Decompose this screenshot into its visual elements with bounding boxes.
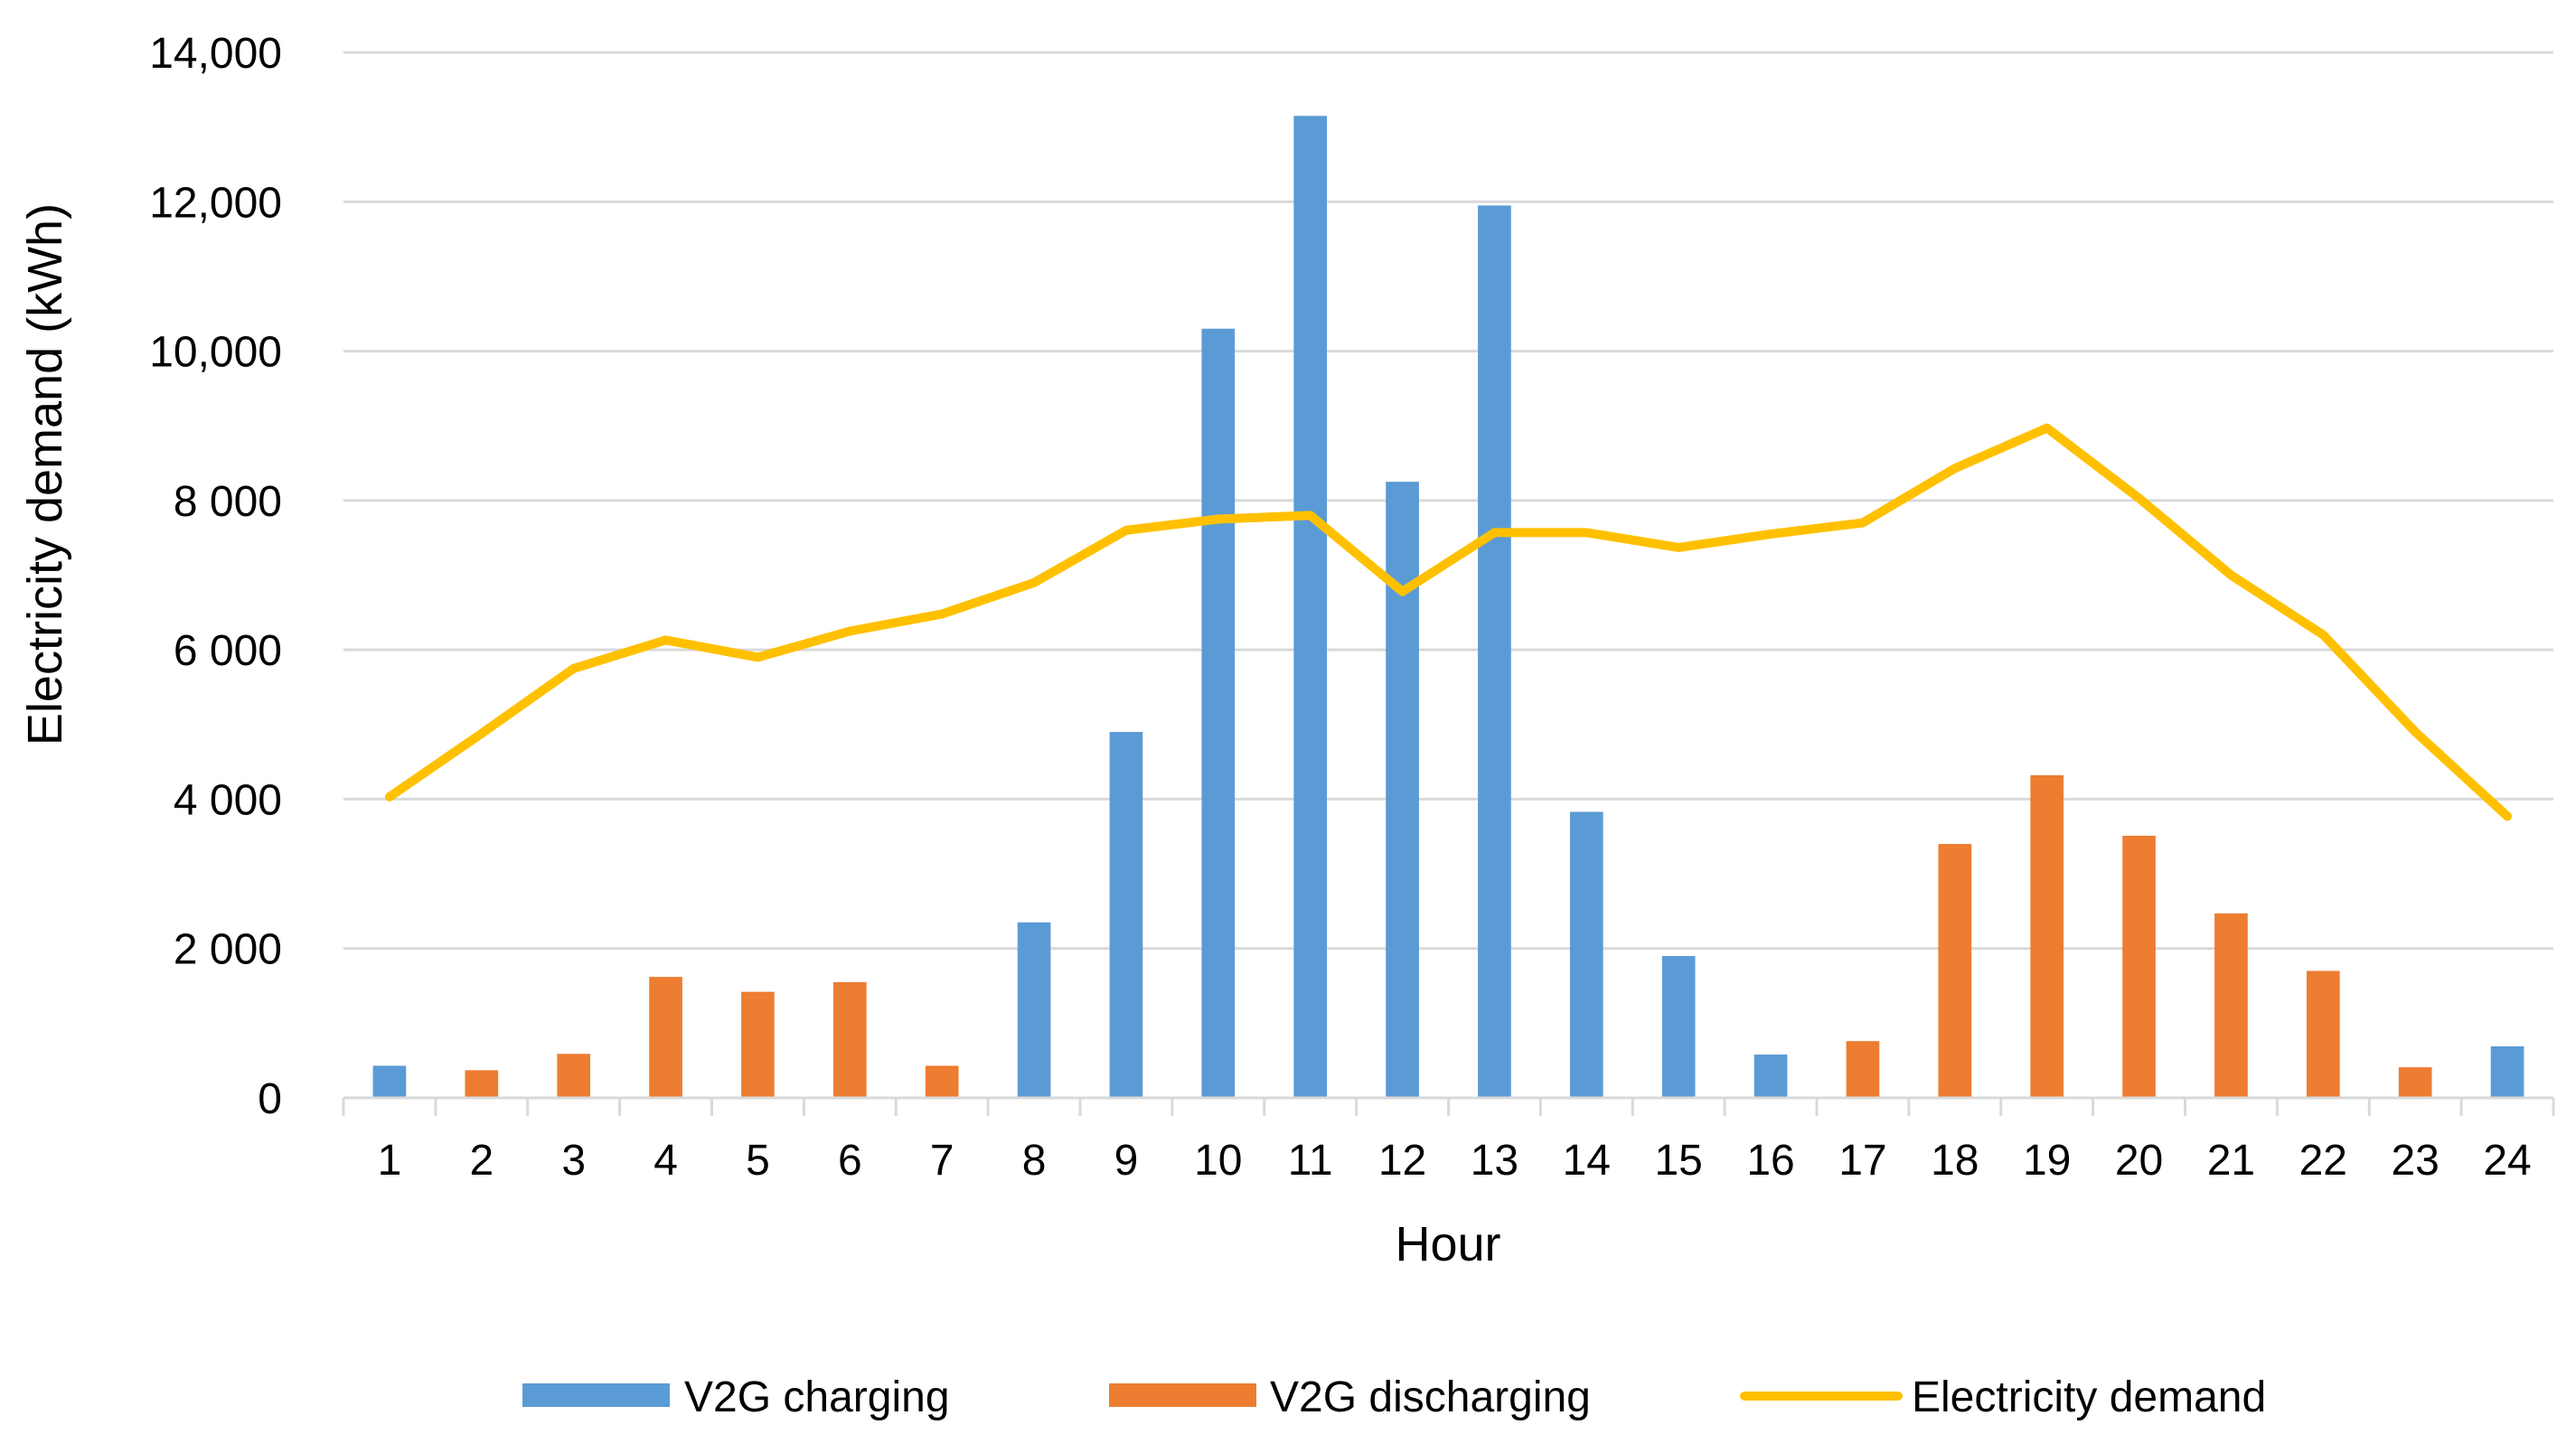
x-tick-label: 5 xyxy=(746,1137,770,1185)
bar-charging-hour-12 xyxy=(1386,482,1419,1098)
x-tick-label: 3 xyxy=(561,1137,586,1185)
legend-swatch-v2g-discharging xyxy=(1109,1383,1256,1407)
gridlines xyxy=(343,51,2553,951)
bars xyxy=(372,116,2524,1099)
bar-discharging-hour-23 xyxy=(2398,1067,2432,1098)
x-axis: 1 2 3 4 5 6 7 8 9 10 11 12 13 14 15 16 17 18 19 20 21 22 23 24 xyxy=(342,1096,2555,1185)
bar-charging-hour-13 xyxy=(1478,205,1511,1099)
bar-discharging-hour-21 xyxy=(2214,913,2248,1098)
bar-charging-hour-14 xyxy=(1569,811,1603,1098)
bar-charging-hour-16 xyxy=(1753,1054,1788,1098)
x-tick-label: 10 xyxy=(1194,1137,1242,1185)
x-tick-label: 22 xyxy=(2299,1137,2347,1185)
y-tick-label: 8 000 xyxy=(174,478,282,526)
bar-discharging-hour-18 xyxy=(1938,844,1972,1098)
y-tick-label: 6 000 xyxy=(174,627,282,675)
x-tick-label: 13 xyxy=(1471,1137,1518,1185)
bar-discharging-hour-6 xyxy=(832,981,867,1098)
y-tick-label: 4 000 xyxy=(174,776,282,824)
bar-discharging-hour-4 xyxy=(649,977,682,1098)
legend-label-electricity-demand: Electricity demand xyxy=(1912,1373,2266,1421)
x-tick-label: 17 xyxy=(1838,1137,1886,1185)
bar-charging-hour-15 xyxy=(1661,955,1696,1098)
y-axis: 0 2 000 4 000 6 000 8 000 10,000 12,000 14,000 xyxy=(149,30,282,1123)
bar-charging-hour-8 xyxy=(1017,922,1051,1098)
bar-discharging-hour-2 xyxy=(465,1070,499,1098)
y-axis-title: Electricity demand (kWh) xyxy=(18,203,72,745)
x-tick-label: 2 xyxy=(469,1137,494,1185)
y-tick-label: 10,000 xyxy=(149,329,282,377)
bar-discharging-hour-3 xyxy=(557,1054,591,1098)
x-tick-label: 20 xyxy=(2115,1137,2163,1185)
x-tick-label: 11 xyxy=(1288,1137,1333,1185)
x-axis-title: Hour xyxy=(1395,1217,1500,1271)
x-tick-label: 9 xyxy=(1114,1137,1139,1185)
y-tick-label: 0 xyxy=(258,1075,282,1123)
legend-label-v2g-discharging: V2G discharging xyxy=(1270,1373,1591,1421)
x-tick-label: 15 xyxy=(1654,1137,1702,1185)
x-tick-label: 19 xyxy=(2023,1137,2071,1185)
bar-discharging-hour-19 xyxy=(2030,774,2064,1098)
x-tick-label: 24 xyxy=(2483,1137,2531,1185)
x-tick-label: 18 xyxy=(1931,1137,1979,1185)
x-tick-label: 4 xyxy=(653,1137,678,1185)
electricity-demand-line xyxy=(384,423,2513,821)
y-tick-label: 14,000 xyxy=(149,30,282,78)
x-tick-label: 23 xyxy=(2391,1137,2439,1185)
bar-charging-hour-10 xyxy=(1201,328,1236,1098)
bar-charging-hour-9 xyxy=(1109,732,1143,1098)
bar-charging-hour-11 xyxy=(1293,116,1328,1098)
x-tick-label: 14 xyxy=(1563,1137,1611,1185)
x-tick-label: 21 xyxy=(2207,1137,2255,1185)
bar-discharging-hour-20 xyxy=(2122,835,2156,1098)
legend-swatch-v2g-charging xyxy=(522,1383,670,1407)
demand-line-group xyxy=(384,423,2513,821)
y-tick-label: 2 000 xyxy=(174,926,282,974)
x-tick-label: 8 xyxy=(1022,1137,1047,1185)
legend-label-v2g-charging: V2G charging xyxy=(684,1373,950,1421)
bar-charging-hour-24 xyxy=(2490,1045,2524,1098)
x-tick-label: 6 xyxy=(838,1137,862,1185)
bar-discharging-hour-22 xyxy=(2306,970,2340,1098)
legend: V2G charging V2G discharging Electricity d… xyxy=(522,1373,2266,1421)
bar-discharging-hour-17 xyxy=(1846,1041,1880,1098)
bar-discharging-hour-7 xyxy=(925,1065,959,1098)
x-tick-label: 16 xyxy=(1746,1137,1794,1185)
bar-charging-hour-1 xyxy=(372,1065,407,1098)
x-tick-label: 12 xyxy=(1378,1137,1426,1185)
x-tick-label: 1 xyxy=(378,1137,402,1185)
x-tick-label: 7 xyxy=(930,1137,954,1185)
y-tick-label: 12,000 xyxy=(149,179,282,227)
bar-discharging-hour-5 xyxy=(741,991,775,1098)
